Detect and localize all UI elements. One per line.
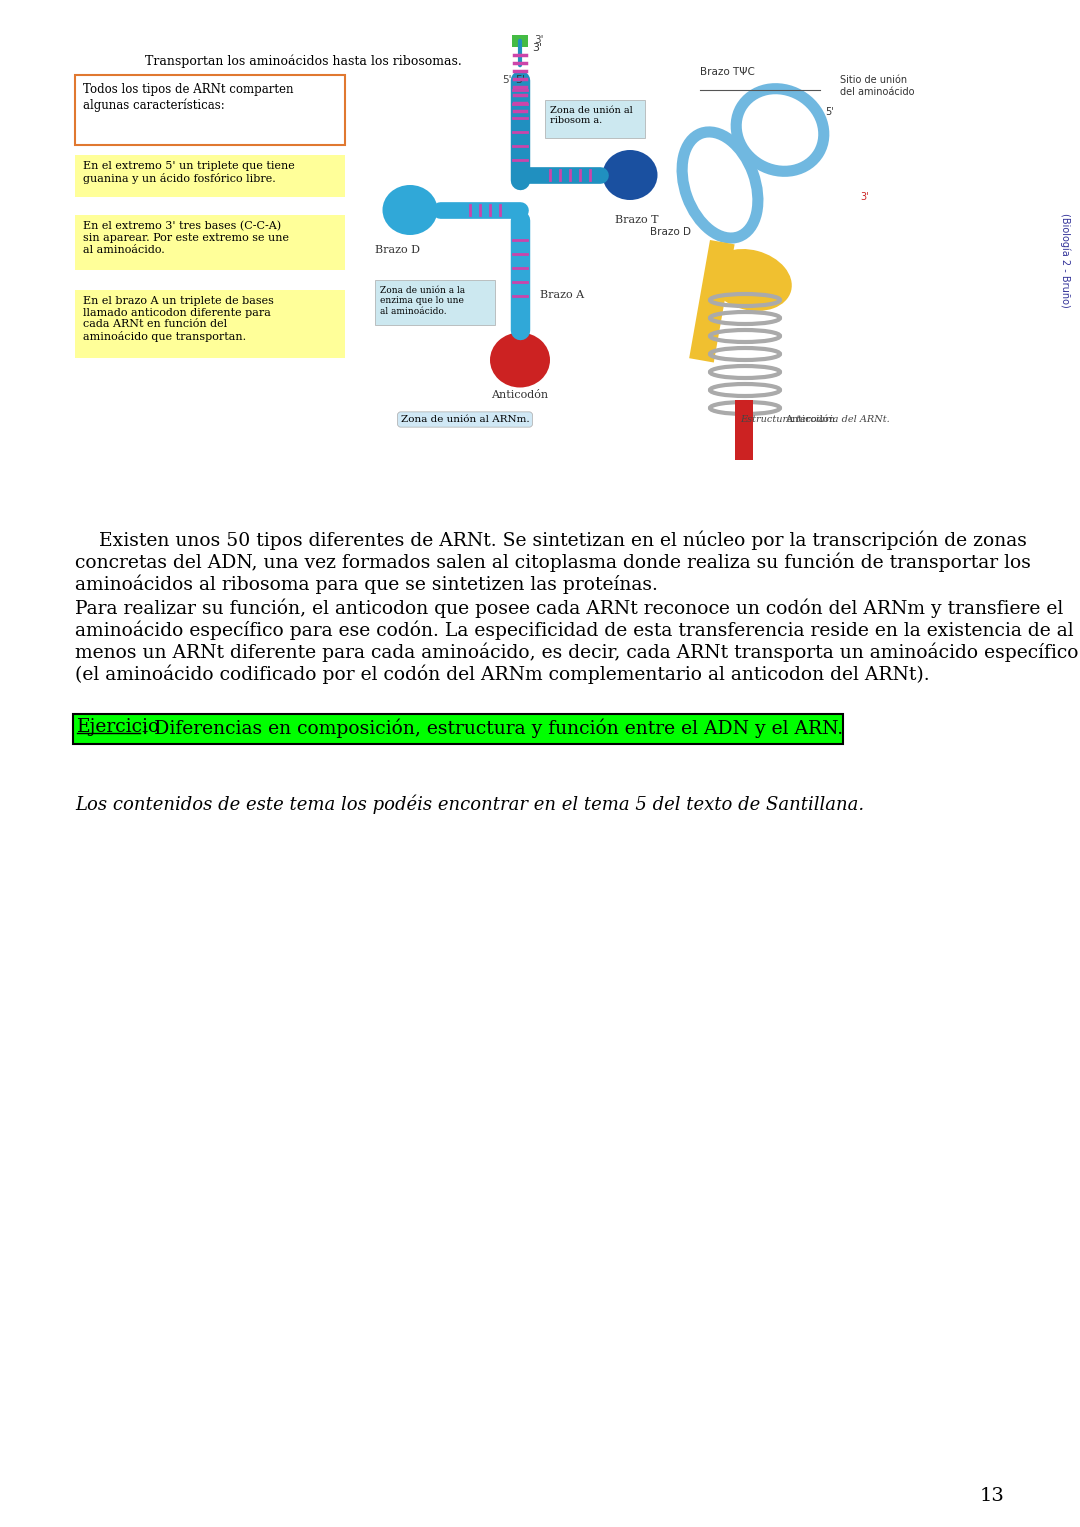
Text: Para realizar su función, el anticodon que posee cada ARNt reconoce un codón del: Para realizar su función, el anticodon q… <box>75 599 1063 617</box>
Text: Anticodón: Anticodón <box>785 415 835 425</box>
Text: Brazo D: Brazo D <box>375 244 420 255</box>
Text: Transportan los aminoácidos hasta los ribosomas.: Transportan los aminoácidos hasta los ri… <box>145 55 462 69</box>
Bar <box>689 240 734 362</box>
Bar <box>375 279 495 325</box>
Text: Sitio de unión
del aminoácido: Sitio de unión del aminoácido <box>840 75 915 96</box>
Text: 5': 5' <box>825 107 834 118</box>
Bar <box>545 99 645 137</box>
Text: En el extremo 3' tres bases (C-C-A)
sin aparear. Por este extremo se une
al amin: En el extremo 3' tres bases (C-C-A) sin … <box>83 221 289 255</box>
Text: Zona de unión al
ribosom a.: Zona de unión al ribosom a. <box>550 105 633 125</box>
Text: Existen unos 50 tipos diferentes de ARNt. Se sintetizan en el núcleo por la tran: Existen unos 50 tipos diferentes de ARNt… <box>75 530 1027 550</box>
Bar <box>75 290 345 357</box>
Bar <box>75 215 345 270</box>
Text: aminoácidos al ribosoma para que se sintetizen las proteínas.: aminoácidos al ribosoma para que se sint… <box>75 574 658 594</box>
Bar <box>735 400 753 460</box>
Text: 3': 3' <box>534 35 543 44</box>
Text: Zona de unión al ARNm.: Zona de unión al ARNm. <box>401 415 529 425</box>
Text: aminoácido específico para ese codón. La especificidad de esta transferencia res: aminoácido específico para ese codón. La… <box>75 620 1074 640</box>
Bar <box>73 715 843 744</box>
Text: En el extremo 5' un triplete que tiene
guanina y un ácido fosfórico libre.: En el extremo 5' un triplete que tiene g… <box>83 160 295 183</box>
Ellipse shape <box>382 185 437 235</box>
Text: (Biología 2 - Bruño): (Biología 2 - Bruño) <box>1059 212 1070 307</box>
Text: Ejercicio: Ejercicio <box>77 718 160 736</box>
Text: Brazo T: Brazo T <box>615 215 659 224</box>
Text: Los contenidos de este tema los podéis encontrar en el tema 5 del texto de Santi: Los contenidos de este tema los podéis e… <box>75 794 864 814</box>
Ellipse shape <box>490 333 550 388</box>
Text: concretas del ADN, una vez formados salen al citoplasma donde realiza su función: concretas del ADN, una vez formados sale… <box>75 551 1031 571</box>
Text: Brazo A: Brazo A <box>540 290 584 299</box>
Bar <box>75 75 345 145</box>
Text: 5': 5' <box>502 75 512 86</box>
Text: 13: 13 <box>981 1487 1005 1506</box>
Ellipse shape <box>603 150 658 200</box>
Text: 3': 3' <box>860 192 868 202</box>
Text: Anticodón: Anticodón <box>491 389 549 400</box>
Text: Brazo TΨC: Brazo TΨC <box>700 67 755 76</box>
Text: 3': 3' <box>532 43 542 53</box>
Text: (el aminoácido codificado por el codón del ARNm complementario al anticodon del : (el aminoácido codificado por el codón d… <box>75 664 930 684</box>
Ellipse shape <box>708 249 792 312</box>
Text: Todos los tipos de ARNt comparten
algunas características:: Todos los tipos de ARNt comparten alguna… <box>83 82 294 111</box>
Text: Estructura terciaria del ARNt.: Estructura terciaria del ARNt. <box>740 415 890 425</box>
Text: 5': 5' <box>515 75 525 86</box>
Text: Zona de unión a la
enzima que lo une
al aminoácido.: Zona de unión a la enzima que lo une al … <box>380 286 465 316</box>
Bar <box>75 156 345 197</box>
Bar <box>512 35 528 47</box>
Text: En el brazo A un triplete de bases
llamado anticodon diferente para
cada ARNt en: En el brazo A un triplete de bases llama… <box>83 296 274 342</box>
Text: Brazo D: Brazo D <box>650 228 691 237</box>
Text: menos un ARNt diferente para cada aminoácido, es decir, cada ARNt transporta un : menos un ARNt diferente para cada aminoá… <box>75 641 1079 661</box>
Text: : Diferencias en composición, estructura y función entre el ADN y el ARN.: : Diferencias en composición, estructura… <box>141 718 843 738</box>
